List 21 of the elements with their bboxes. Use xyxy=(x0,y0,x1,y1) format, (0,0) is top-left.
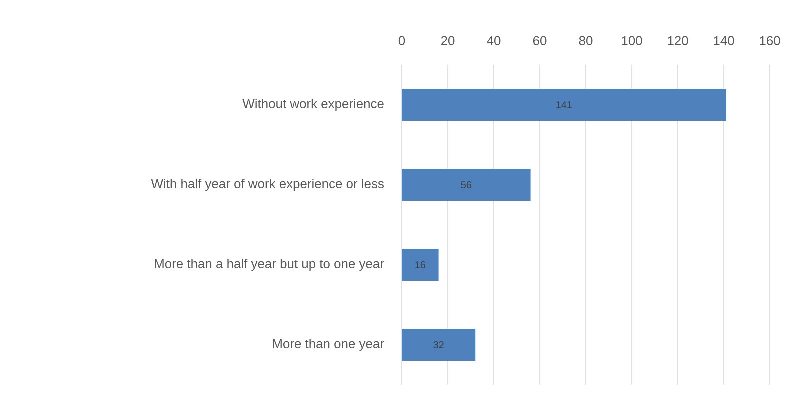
bar xyxy=(402,329,476,362)
x-tick-label: 0 xyxy=(398,36,406,46)
y-tick-label: With half year of work experience or less xyxy=(151,178,384,192)
y-tick-label: More than a half year but up to one year xyxy=(155,258,384,272)
bar xyxy=(402,249,439,282)
data-label: 141 xyxy=(556,102,572,108)
x-tick-label: 80 xyxy=(579,36,593,46)
x-tick-label: 160 xyxy=(760,36,780,46)
bar xyxy=(402,89,726,122)
x-tick-label: 100 xyxy=(622,36,642,46)
data-label: 56 xyxy=(461,181,472,189)
data-label: 16 xyxy=(416,261,426,269)
y-tick-label: More than one year xyxy=(273,338,384,352)
x-tick-label: 120 xyxy=(668,36,688,46)
x-tick-label: 40 xyxy=(487,36,501,46)
y-tick-label: Without work experience xyxy=(242,98,384,112)
x-tick-label: 140 xyxy=(714,36,734,46)
x-tick-label: 60 xyxy=(533,36,547,46)
data-label: 32 xyxy=(434,341,444,349)
bar xyxy=(402,169,531,202)
x-tick-label: 20 xyxy=(441,36,455,46)
